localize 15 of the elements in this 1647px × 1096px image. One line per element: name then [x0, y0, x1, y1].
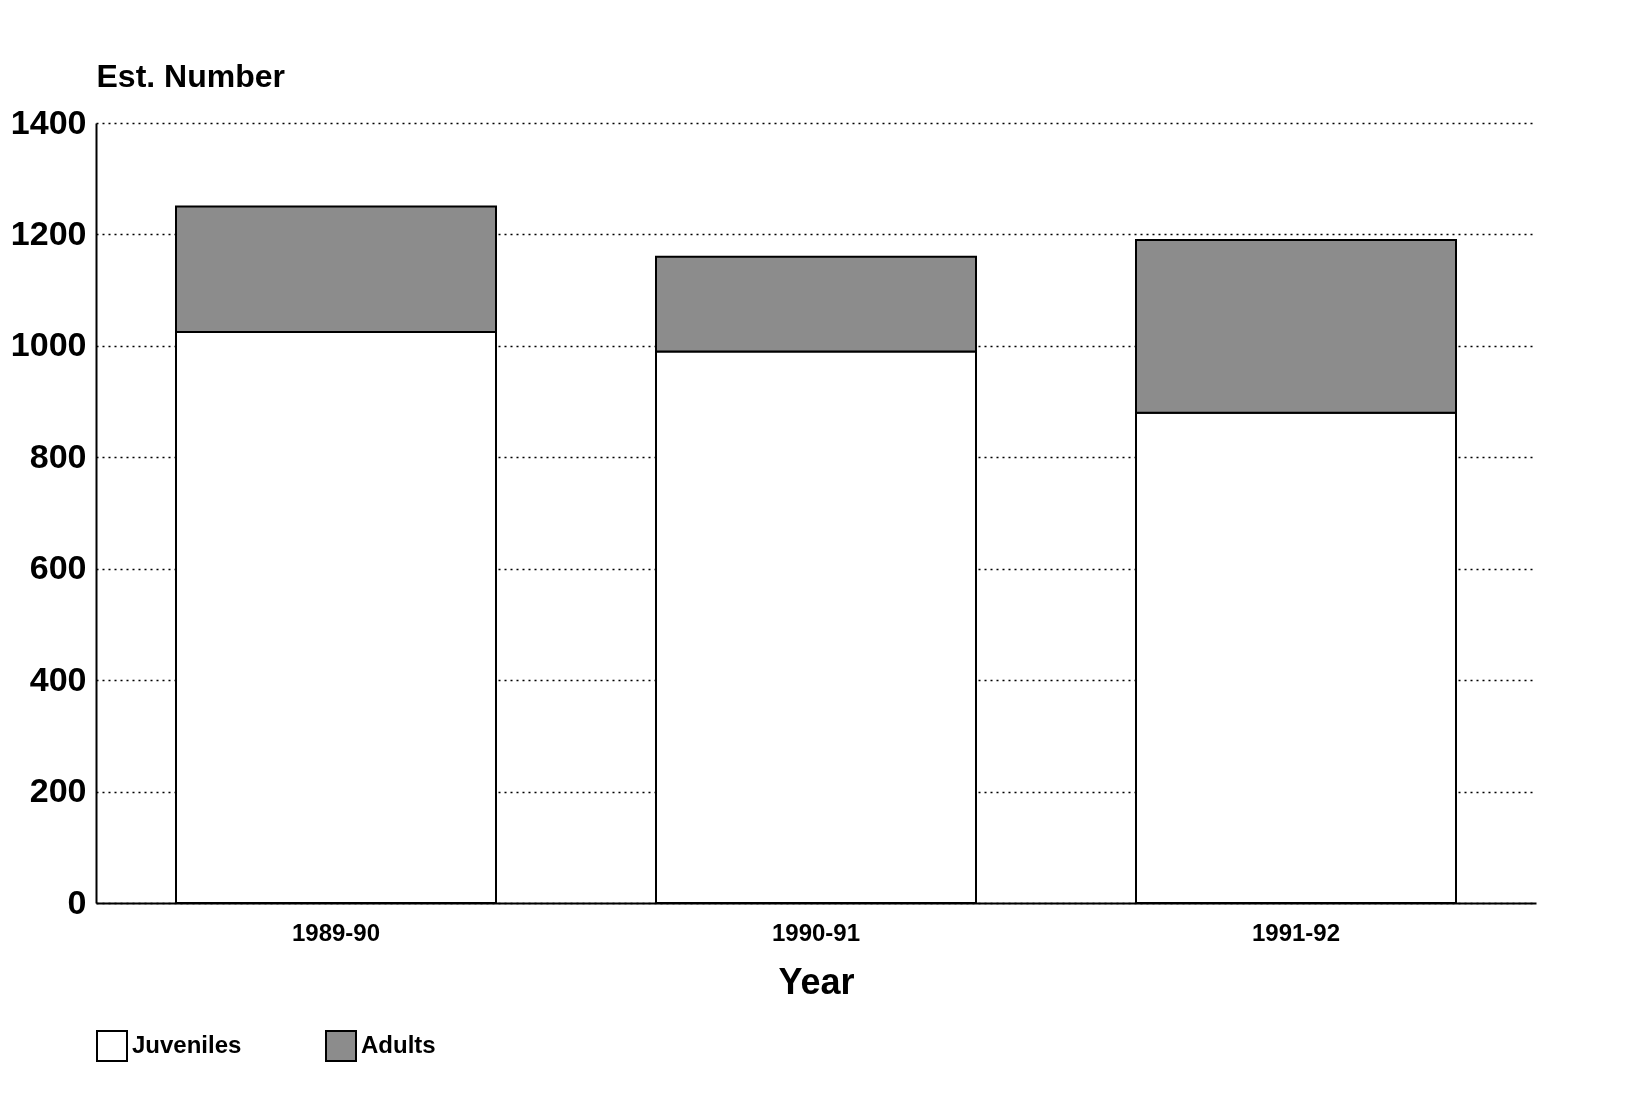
- x-tick-label: 1991-92: [1251, 918, 1341, 946]
- y-tick-label: 200: [29, 771, 87, 810]
- y-tick-label: 1200: [10, 213, 87, 252]
- y-tick-label: 400: [29, 659, 87, 698]
- y-tick-label: 600: [29, 548, 87, 587]
- x-tick-label: 1989-90: [291, 918, 381, 946]
- y-tick-label: 1000: [10, 325, 87, 364]
- y-tick-label: 1400: [10, 102, 87, 141]
- x-axis-title: Year: [778, 960, 855, 1002]
- y-tick-label: 0: [67, 882, 87, 921]
- x-tick-label: 1990-91: [771, 918, 861, 946]
- legend-label: Juveniles: [132, 1031, 242, 1058]
- y-tick-label: 800: [29, 436, 87, 475]
- legend-label: Adults: [361, 1031, 436, 1058]
- y-axis-title: Est. Number: [96, 57, 285, 94]
